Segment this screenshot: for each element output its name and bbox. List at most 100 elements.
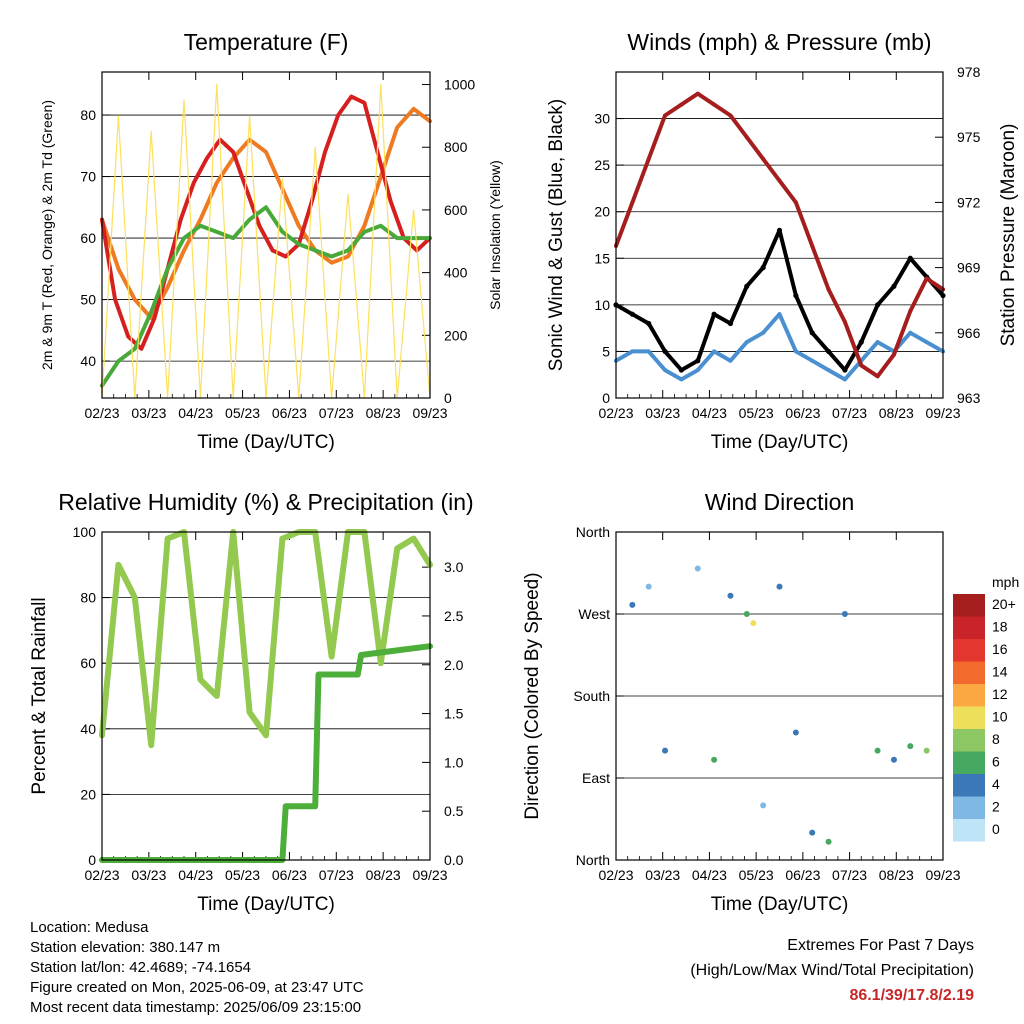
data-point	[776, 227, 783, 233]
data-point	[874, 747, 881, 754]
data-point	[826, 287, 831, 292]
extremes-values: 86.1/39/17.8/2.19	[849, 987, 974, 1004]
series-line-2	[99, 643, 433, 863]
data-point	[810, 358, 815, 363]
data-point	[859, 363, 864, 368]
y-axis-label: Sonic Wind & Gust (Blue, Black)	[546, 99, 567, 371]
data-point	[679, 102, 684, 107]
extremes-title: Extremes For Past 7 Days	[787, 937, 974, 954]
x-tick-label: 07/23	[832, 867, 867, 883]
y-tick-label: 40	[80, 353, 96, 369]
y-right-axis-label: Solar Insolation (Yellow)	[487, 160, 503, 310]
plot-frame	[101, 531, 431, 861]
data-point	[662, 747, 669, 754]
y-tick-label: 0	[602, 390, 610, 406]
legend-title: mph	[992, 574, 1019, 590]
chart-panel-4: Wind DirectionNorthEastSouthWestNorth02/…	[522, 489, 1019, 915]
chart-title: Wind Direction	[705, 489, 855, 515]
y-right-tick-label: 800	[444, 139, 468, 155]
y-right-tick-label: 0.5	[444, 803, 464, 819]
data-point	[679, 377, 684, 382]
y-right-tick-label: 3.0	[444, 559, 464, 575]
station-metadata: Location: Medusa Station elevation: 380.…	[30, 918, 364, 1018]
data-point	[825, 348, 832, 355]
data-point	[744, 135, 749, 140]
y-tick-label: 25	[594, 157, 610, 173]
data-point	[858, 339, 864, 345]
x-tick-label: 03/23	[645, 867, 680, 883]
y-right-axis-label: Station Pressure (Maroon)	[998, 124, 1019, 347]
y-right-tick-label: 975	[957, 129, 981, 145]
data-point	[712, 349, 717, 354]
created-text: Figure created on Mon, 2025-06-09, at 23…	[30, 979, 364, 996]
series-line-1	[99, 529, 433, 749]
legend-label: 12	[992, 686, 1008, 702]
data-point	[841, 611, 848, 617]
x-tick-label: 04/23	[178, 867, 213, 883]
x-tick-label: 04/23	[692, 405, 727, 421]
legend-label: 20+	[992, 596, 1016, 612]
x-tick-label: 07/23	[319, 405, 354, 421]
y-tick-label: 10	[594, 297, 610, 313]
y-tick-label: 80	[80, 107, 96, 123]
x-axis-label: Time (Day/UTC)	[197, 894, 335, 915]
data-point	[711, 311, 717, 317]
x-tick-label: 06/23	[785, 405, 820, 421]
x-tick-label: 02/23	[598, 867, 633, 883]
recent-data-text: Most recent data timestamp: 2025/06/09 2…	[30, 999, 362, 1016]
y-right-tick-label: 978	[957, 64, 981, 80]
y-tick-label: 20	[594, 204, 610, 220]
y-right-tick-label: 963	[957, 390, 981, 406]
x-tick-label: 02/23	[598, 405, 633, 421]
x-axis-label: Time (Day/UTC)	[197, 432, 335, 453]
y-tick-label: 60	[80, 230, 96, 246]
data-point	[777, 178, 782, 183]
series-line-2	[100, 94, 432, 351]
legend-label: 6	[992, 754, 1000, 770]
data-point	[793, 349, 798, 354]
legend-label: 16	[992, 641, 1008, 657]
data-point	[908, 309, 913, 314]
y-tick-label: North	[576, 852, 610, 868]
x-tick-label: 05/23	[225, 867, 260, 883]
y-tick-label: 70	[80, 169, 96, 185]
data-point	[646, 156, 651, 161]
data-point	[695, 91, 700, 96]
data-point	[776, 583, 783, 590]
data-point	[809, 829, 816, 836]
y-tick-label: East	[582, 770, 610, 786]
data-point	[695, 368, 700, 373]
data-point	[646, 320, 652, 327]
x-tick-label: 07/23	[319, 867, 354, 883]
legend-label: 10	[992, 709, 1008, 725]
x-tick-label: 05/23	[739, 405, 774, 421]
plot-frame	[615, 531, 944, 861]
legend-swatch	[953, 796, 985, 819]
x-tick-label: 03/23	[645, 405, 680, 421]
data-point	[793, 292, 799, 299]
legend-swatch	[953, 751, 985, 774]
y-right-tick-label: 600	[444, 202, 468, 218]
y-tick-label: 5	[602, 343, 610, 359]
y-right-tick-label: 2.5	[444, 608, 464, 624]
x-tick-label: 02/23	[84, 405, 119, 421]
legend-swatch	[953, 594, 985, 617]
data-point	[662, 348, 668, 355]
data-point	[728, 358, 733, 363]
x-tick-label: 09/23	[925, 405, 960, 421]
y-right-tick-label: 0.0	[444, 852, 464, 868]
y-tick-label: 40	[80, 721, 96, 737]
data-point	[646, 349, 651, 354]
legend-swatch	[953, 706, 985, 729]
x-tick-label: 02/23	[84, 867, 119, 883]
y-right-tick-label: 1.5	[444, 706, 464, 722]
data-point	[875, 302, 881, 308]
y-right-tick-label: 0	[444, 390, 452, 406]
plot-frame	[101, 71, 431, 399]
latlon-text: Station lat/lon: 42.4689; -74.1654	[30, 959, 252, 976]
legend-label: 2	[992, 799, 1000, 815]
x-tick-label: 08/23	[366, 405, 401, 421]
data-point	[694, 565, 701, 572]
data-point	[792, 729, 799, 736]
